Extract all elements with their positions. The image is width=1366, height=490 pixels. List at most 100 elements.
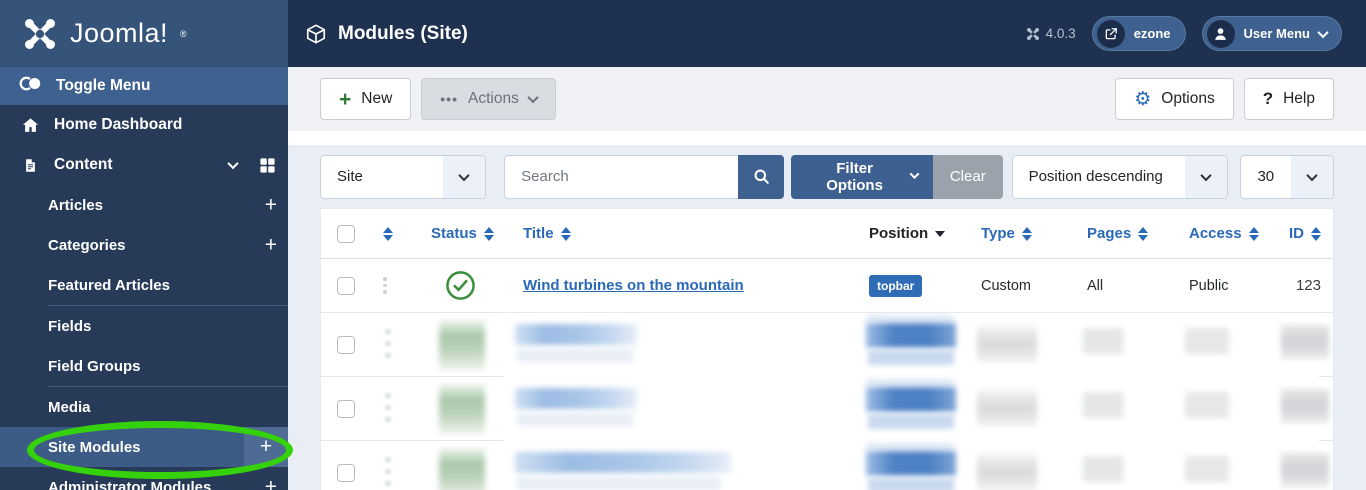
new-button-label: New [361, 90, 393, 107]
redacted-pages-blob [1083, 328, 1123, 354]
published-status-icon[interactable] [445, 270, 476, 301]
sidebar-item-featured-articles[interactable]: Featured Articles [0, 265, 288, 305]
sort-descending-icon [935, 230, 946, 237]
row-checkbox[interactable] [337, 276, 355, 295]
search-icon [754, 169, 769, 184]
sort-icon [560, 226, 571, 241]
cube-icon [306, 23, 326, 44]
chevron-down-icon [227, 157, 239, 170]
header-label: ID [1289, 225, 1304, 242]
site-name-label: ezone [1133, 26, 1171, 41]
row-checkbox[interactable] [337, 464, 355, 482]
sidebar-toggle-menu[interactable]: Toggle Menu [0, 67, 288, 105]
search-input[interactable] [504, 154, 739, 199]
module-title-link[interactable]: Wind turbines on the mountain [523, 277, 744, 294]
sidebar-nav: Home Dashboard Content [0, 105, 288, 490]
add-site-module-button[interactable]: + [244, 427, 288, 467]
header-label: Pages [1087, 225, 1132, 242]
sidebar-item-categories[interactable]: Categories + [0, 225, 288, 265]
gear-icon: ⚙ [1134, 88, 1152, 110]
sidebar-item-site-modules[interactable]: Site Modules + [0, 427, 288, 467]
ellipsis-icon: ••• [440, 91, 458, 107]
row-checkbox[interactable] [337, 336, 355, 354]
sidebar-item-administrator-modules[interactable]: Administrator Modules + [0, 467, 288, 490]
redacted-status-blob [439, 384, 485, 434]
sidebar-item-fields[interactable]: Fields [0, 306, 288, 346]
user-icon [1206, 19, 1235, 48]
help-button[interactable]: ? Help [1243, 78, 1334, 120]
question-mark-icon: ? [1262, 89, 1274, 108]
drag-handle-icon[interactable] [383, 277, 387, 294]
redacted-type-blob [977, 326, 1037, 362]
sort-by-position-header[interactable]: Position [869, 225, 946, 242]
redacted-access-blob [1185, 456, 1229, 482]
sort-by-id-header[interactable]: ID [1289, 225, 1321, 242]
ordering-sort-icon[interactable] [383, 226, 393, 241]
sort-by-status-header[interactable]: Status [431, 225, 494, 242]
filter-section: Site Filter Options [288, 145, 1366, 490]
sort-icon [483, 226, 494, 241]
sidebar-item-field-groups[interactable]: Field Groups [0, 346, 288, 386]
dashboard-grid-icon[interactable] [259, 157, 276, 174]
preview-site-button[interactable]: ezone [1091, 16, 1186, 51]
clear-button[interactable]: Clear [932, 154, 1003, 199]
top-bar: Joomla! ® Modules (Site) [0, 0, 1366, 67]
sort-by-title-header[interactable]: Title [523, 225, 571, 242]
filter-options-button[interactable]: Filter Options [791, 154, 933, 199]
redacted-pages-blob [1083, 456, 1123, 482]
search-button[interactable] [738, 154, 785, 199]
sort-order-select[interactable]: Position descending [1011, 154, 1229, 199]
chevron-down-icon [909, 168, 920, 179]
modules-table: Status Title Position [320, 208, 1334, 490]
page-size-value: 30 [1257, 168, 1275, 185]
toggle-menu-icon [19, 75, 43, 97]
sidebar-item-label: Fields [48, 317, 92, 335]
redacted-title-blob [515, 324, 637, 345]
chevron-down-icon [443, 155, 486, 198]
joomla-mark-icon [25, 18, 55, 49]
row-checkbox[interactable] [337, 400, 355, 418]
add-category-button[interactable]: + [264, 233, 277, 257]
sort-icon [1021, 226, 1032, 241]
add-article-button[interactable]: + [264, 193, 277, 217]
sidebar-item-label: Home Dashboard [54, 116, 183, 133]
client-select[interactable]: Site [320, 154, 487, 199]
page-title: Modules (Site) [305, 23, 468, 45]
module-access: Public [1189, 277, 1229, 294]
sidebar-item-content[interactable]: Content [0, 145, 288, 185]
page-size-select[interactable]: 30 [1240, 154, 1334, 199]
sort-by-type-header[interactable]: Type [981, 225, 1032, 242]
sort-by-pages-header[interactable]: Pages [1087, 225, 1149, 242]
header-label: Title [523, 225, 554, 242]
header-main: Modules (Site) 4.0.3 [288, 0, 1366, 67]
select-all-checkbox[interactable] [337, 224, 355, 243]
logo-trademark: ® [180, 28, 187, 39]
sidebar-item-label: Content [54, 156, 113, 173]
table-row-redacted [321, 376, 1333, 441]
add-administrator-module-button[interactable]: + [264, 475, 277, 490]
redacted-drag-handle [385, 457, 391, 487]
actions-button[interactable]: ••• Actions [421, 78, 556, 120]
sort-icon [1311, 226, 1321, 241]
version-indicator: 4.0.3 [1026, 26, 1076, 41]
sidebar-item-label: Categories [48, 236, 126, 254]
header-label: Type [981, 225, 1015, 242]
joomla-logo: Joomla! ® [0, 0, 288, 67]
new-button[interactable]: + New [320, 78, 412, 120]
redacted-position-blob [866, 387, 956, 412]
sidebar-item-media[interactable]: Media [0, 387, 288, 427]
user-menu-button[interactable]: User Menu [1201, 16, 1342, 51]
sort-by-access-header[interactable]: Access [1189, 225, 1259, 242]
logo-wordmark: Joomla! [70, 18, 169, 48]
sidebar-item-home-dashboard[interactable]: Home Dashboard [0, 105, 288, 145]
sidebar-divider [48, 305, 288, 306]
redacted-title-blob [515, 388, 637, 409]
header-label: Status [431, 225, 477, 242]
actions-button-label: Actions [468, 90, 519, 107]
sidebar-item-articles[interactable]: Articles + [0, 185, 288, 225]
sort-order-value: Position descending [1028, 168, 1163, 185]
redacted-drag-handle [385, 329, 391, 359]
options-button[interactable]: ⚙ Options [1115, 78, 1234, 120]
sidebar-item-label: Featured Articles [48, 276, 170, 294]
sidebar: Toggle Menu Home Dashboard [0, 67, 288, 490]
